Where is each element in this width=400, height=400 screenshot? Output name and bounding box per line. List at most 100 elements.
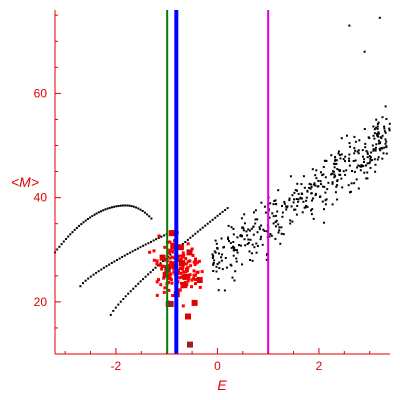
red-point [181,304,185,308]
red-point [193,263,197,266]
scatter-point [353,170,356,173]
scatter-point [317,179,320,182]
scatter-point [294,208,297,211]
scatter-point [362,165,365,168]
scatter-point [274,237,277,240]
curve-point [117,303,120,306]
scatter-point [371,144,374,147]
red-large-point [185,313,191,320]
scatter-point [252,225,255,228]
scatter-point [228,240,230,242]
curve-point [144,243,147,246]
red-point [152,258,156,262]
curve-point [128,204,131,207]
red-point [171,249,174,253]
scatter-point [249,259,252,261]
scatter-point [221,253,223,256]
curve-point [113,205,116,208]
curve-point [226,207,229,210]
red-large-point [159,254,166,261]
scatter-point [326,188,329,191]
scatter-point [255,251,258,254]
scatter-point [337,150,340,153]
curve-point [224,209,227,211]
scatter-point [286,205,289,208]
y-tick-label: 40 [34,191,48,205]
scatter-point [349,145,351,148]
red-point [155,293,159,297]
scatter-point [217,277,220,280]
scatter-point [220,237,223,240]
dark-point [187,341,193,348]
red-point [181,251,185,255]
red-point [182,270,186,274]
red-point [168,249,172,253]
scatter-point [335,185,338,188]
scatter-point [369,160,372,163]
scatter-point [333,163,336,166]
scatter-point [291,194,294,197]
scatter-point [220,259,223,262]
scatter-point [283,202,286,205]
scatter-point [217,289,220,292]
scatter-point [211,257,214,259]
scatter-point [240,244,242,247]
red-point [157,278,160,282]
scatter-point [348,164,351,167]
scatter-point [385,140,388,143]
scatter-point [234,270,237,273]
scatter-point [221,268,224,271]
scatter-point [356,166,359,169]
scatter-point [377,156,380,159]
curve-point [93,213,96,216]
scatter-point [290,205,293,208]
scatter-point [310,186,313,188]
curve-point [134,248,137,251]
scatter-point [381,116,384,119]
scatter-point [373,137,376,140]
scatter-point [340,137,343,140]
curve-point [206,222,209,225]
plot-area [54,10,391,354]
scatter-point [376,134,379,137]
scatter-point [280,226,283,229]
scatter-point [314,184,317,187]
scatter-point [310,213,313,216]
scatter-point [259,238,262,241]
scatter-point [360,165,363,168]
scatter-point [372,148,375,151]
scatter-point [377,131,380,134]
scatter-point [348,157,350,160]
scatter-point [303,186,306,189]
scatter-point [354,159,357,162]
scatter-point [385,146,388,149]
scatter-point [232,233,235,236]
scatter-point [293,208,296,211]
curve-point [113,260,116,263]
curve-point [126,204,129,207]
scatter-point [363,50,366,53]
curve-point [137,207,140,210]
scatter-point [243,238,246,241]
scatter-point [324,176,327,179]
scatter-point [350,190,352,193]
curve-point [124,204,127,207]
scatter-point [269,202,272,205]
red-point [190,247,194,251]
scatter-point [334,159,337,162]
x-tick-label: 2 [316,359,323,373]
curve-point [82,282,84,285]
scatter-point [336,179,339,182]
red-large-point [183,273,189,280]
scatter-point [320,171,322,174]
scatter-point [234,248,237,251]
red-point [186,266,190,270]
curve-point [109,313,112,316]
curve-point [69,233,72,236]
curve-point [92,273,95,276]
scatter-point [251,243,254,246]
scatter-point [244,244,247,247]
scatter-point [341,186,344,189]
scatter-point [279,242,282,245]
scatter-point [337,169,340,172]
